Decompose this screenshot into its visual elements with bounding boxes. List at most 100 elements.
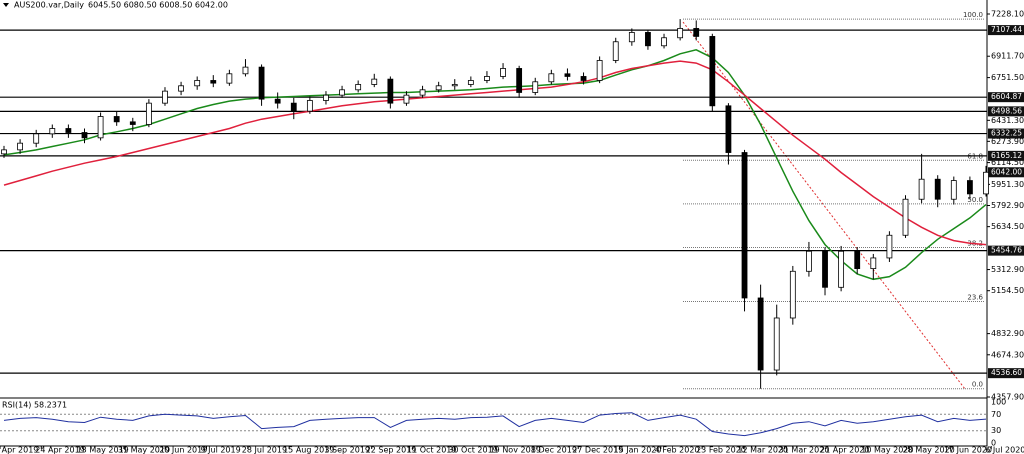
candle-body [113,116,120,123]
x-tick-label: 10 May 2020 [861,446,913,454]
candle-body [806,250,812,272]
candle-body [81,132,88,139]
candle-body [693,28,700,37]
candle-body [789,270,796,319]
y-tick-label: 7228.10 [991,10,1024,19]
x-tick-label: 3 Sep 2019 [324,446,370,454]
x-tick-label: 31 May 2019 [118,446,170,454]
fibo-label: 50.0 [967,196,983,204]
level-label: 6498.56 [991,106,1022,115]
candle-body [403,94,410,104]
candle-body [210,80,217,84]
candle-body [628,32,635,43]
candle-body [323,94,329,101]
y-tick-label: 4357.90 [991,393,1024,402]
candle-body [258,66,265,100]
x-tick-label: 8 Dec 2019 [531,446,577,454]
y-tick-label: 5634.50 [991,222,1024,231]
candle-body [274,98,281,104]
ohlc-header: 6045.50 6080.50 6008.50 6042.00 [88,1,228,10]
candle-body [661,37,667,47]
y-tick-label: 6431.30 [991,116,1024,125]
y-tick-label: 4674.30 [991,350,1024,359]
y-tick-label: 4832.90 [991,329,1024,338]
moving-average [3,60,987,246]
rsi-tick-label: 0 [991,439,996,448]
x-tick-label: 28 May 2020 [903,446,955,454]
rsi-title: RSI(14) 58.2371 [2,401,67,410]
x-tick-label: 22 Sep 2019 [366,446,417,454]
candle-body [934,178,941,200]
fibo-label: 100.0 [963,11,983,19]
fibo-label: 23.6 [967,293,983,301]
candle-body [838,250,845,288]
candle-body [435,85,442,91]
level-label: 6604.87 [991,92,1022,101]
candle-body [580,76,587,81]
candle-body [97,116,104,139]
candle-body [548,73,555,83]
candle-body [870,257,877,270]
candle-body [854,250,861,270]
x-tick-label: 4 Apr 2019 [0,446,38,454]
candle-body [339,89,345,96]
candle-body [226,73,233,84]
candle-body [645,32,651,47]
y-tick-label: 6751.50 [991,73,1024,82]
candle-body [129,121,136,125]
level-box [988,150,1024,161]
candle-body [242,66,249,75]
candle-body [709,36,716,107]
candle-body [162,90,168,104]
candle-body [1,149,7,155]
menu-arrow [3,3,9,7]
candle-body [596,60,603,81]
candle-body [725,105,732,153]
rsi-tick-label: 100 [991,398,1006,407]
candle-body [484,76,490,81]
candle-body [902,198,909,236]
candle-body [49,128,56,135]
candle-body [612,41,619,61]
x-tick-label: 27 Dec 2019 [572,446,623,454]
current-price-label: 6042.00 [991,167,1022,176]
x-tick-label: 12 Mar 2020 [737,446,788,454]
candle-body [387,78,394,104]
x-tick-label: 17 Jun 2020 [944,446,992,454]
y-tick-label: 6114.50 [991,158,1024,167]
x-tick-label: 23 Feb 2020 [696,446,746,454]
candle-body [178,85,184,92]
fibo-label: 0.0 [972,381,983,389]
x-tick-label: 15 Jan 2020 [614,446,662,454]
x-tick-label: 6 Jul 2020 [985,446,1024,454]
x-tick-label: 20 Jun 2019 [159,446,207,454]
level-box [988,25,1024,36]
x-tick-label: 13 May 2019 [77,446,129,454]
candle-body [967,180,973,195]
level-box [988,92,1024,103]
symbol-title: AUS200.var,Daily [14,1,84,10]
x-tick-label: 4 Feb 2020 [655,446,700,454]
y-tick-label: 5792.90 [991,201,1024,210]
candle-body [290,102,297,112]
level-box [988,245,1024,256]
candle-body [467,80,474,85]
candle-body [950,180,957,200]
candle-body [564,73,571,77]
level-box [988,106,1024,117]
x-tick-label: 31 Mar 2020 [779,446,830,454]
candle-body [17,142,23,151]
y-tick-label: 5951.30 [991,180,1024,189]
candle-body [451,84,458,87]
x-tick-label: 15 Aug 2019 [283,446,334,454]
y-tick-label: 6911.70 [991,52,1024,61]
candle-body [145,102,152,125]
level-label: 6165.12 [991,151,1022,160]
y-tick-label: 5154.50 [991,286,1024,295]
moving-average [3,49,987,281]
candle-body [33,133,40,144]
x-tick-label: 28 Jul 2019 [242,446,287,454]
candle-body [532,81,539,93]
candle-body [918,178,925,200]
